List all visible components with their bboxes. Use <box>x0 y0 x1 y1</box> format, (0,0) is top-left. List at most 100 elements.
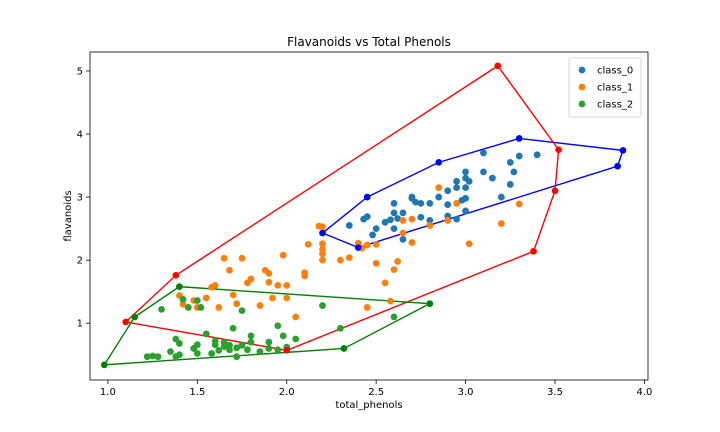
point-class-0 <box>480 150 487 157</box>
point-class-0 <box>462 208 469 215</box>
chart-title: Flavanoids vs Total Phenols <box>287 35 451 49</box>
point-class-1 <box>265 279 272 286</box>
point-class-2 <box>391 314 398 321</box>
legend-marker-class-2 <box>579 101 586 108</box>
x-axis-label: total_phenols <box>335 400 402 411</box>
hull-vertex-class-1 <box>555 147 561 153</box>
point-class-1 <box>426 222 433 229</box>
point-class-1 <box>394 258 401 265</box>
point-class-1 <box>215 304 222 311</box>
point-class-2 <box>244 346 251 353</box>
legend-marker-class-0 <box>579 67 586 74</box>
legend: class_0class_1class_2 <box>569 58 641 117</box>
point-class-1 <box>466 240 473 247</box>
hull-vertex-class-1 <box>173 272 179 278</box>
point-class-1 <box>498 220 505 227</box>
point-class-0 <box>498 194 505 201</box>
point-class-2 <box>194 350 201 357</box>
point-class-0 <box>391 225 398 232</box>
point-class-2 <box>167 348 174 355</box>
point-class-1 <box>257 302 264 309</box>
point-class-2 <box>248 332 255 339</box>
point-class-0 <box>510 168 517 175</box>
point-class-1 <box>435 184 442 191</box>
point-class-0 <box>444 201 451 208</box>
y-tick-label: 2 <box>77 256 83 267</box>
point-class-1 <box>265 270 272 277</box>
point-class-2 <box>280 332 287 339</box>
hull-vertex-class-2 <box>132 314 138 320</box>
point-class-1 <box>364 304 371 311</box>
point-class-1 <box>248 276 255 283</box>
point-class-0 <box>462 195 469 202</box>
point-class-2 <box>248 339 255 346</box>
hull-vertex-class-0 <box>620 147 626 153</box>
point-class-1 <box>400 230 407 237</box>
legend-label-class-2: class_2 <box>597 100 633 111</box>
point-class-2 <box>319 302 326 309</box>
point-class-0 <box>400 209 407 216</box>
point-class-0 <box>426 200 433 207</box>
point-class-2 <box>239 307 246 314</box>
point-class-2 <box>158 306 165 313</box>
point-class-2 <box>197 304 204 311</box>
point-class-0 <box>346 222 353 229</box>
legend-marker-class-1 <box>579 84 586 91</box>
point-class-0 <box>412 199 419 206</box>
point-class-0 <box>369 232 376 239</box>
x-tick-label: 3.0 <box>458 387 474 398</box>
point-class-0 <box>453 178 460 185</box>
x-tick-label: 1.0 <box>100 387 116 398</box>
hull-vertex-class-1 <box>530 248 536 254</box>
point-class-1 <box>319 257 326 264</box>
point-class-0 <box>391 209 398 216</box>
point-class-0 <box>400 236 407 243</box>
point-class-1 <box>274 282 281 289</box>
point-class-0 <box>534 151 541 158</box>
point-class-1 <box>400 217 407 224</box>
point-class-2 <box>144 353 151 360</box>
point-class-0 <box>480 168 487 175</box>
point-class-1 <box>387 298 394 305</box>
point-class-2 <box>155 353 162 360</box>
point-class-1 <box>391 266 398 273</box>
point-class-1 <box>203 295 210 302</box>
point-class-1 <box>444 217 451 224</box>
point-class-2 <box>265 345 272 352</box>
point-class-1 <box>453 200 460 207</box>
point-class-0 <box>462 184 469 191</box>
point-class-2 <box>257 348 264 355</box>
point-class-2 <box>208 350 215 357</box>
point-class-1 <box>283 282 290 289</box>
point-class-2 <box>212 337 219 344</box>
hull-vertex-class-2 <box>427 300 433 306</box>
point-class-0 <box>417 214 424 221</box>
point-class-1 <box>269 295 276 302</box>
y-tick-label: 5 <box>77 66 83 77</box>
point-class-1 <box>292 314 299 321</box>
point-class-1 <box>373 260 380 267</box>
point-class-1 <box>316 223 323 230</box>
point-class-2 <box>239 342 246 349</box>
point-class-0 <box>516 153 523 160</box>
legend-label-class-0: class_0 <box>597 66 633 77</box>
point-class-1 <box>280 252 287 259</box>
x-tick-label: 1.5 <box>189 387 205 398</box>
point-class-2 <box>194 341 201 348</box>
point-class-0 <box>466 178 473 185</box>
x-tick-label: 4.0 <box>636 387 652 398</box>
point-class-2 <box>274 346 281 353</box>
point-class-1 <box>212 282 219 289</box>
point-class-1 <box>301 269 308 276</box>
point-class-0 <box>387 216 394 223</box>
point-class-1 <box>409 216 416 223</box>
hull-vertex-class-0 <box>516 135 522 141</box>
point-class-1 <box>230 291 237 298</box>
point-class-0 <box>364 213 371 220</box>
point-class-0 <box>373 225 380 232</box>
hull-vertex-class-0 <box>364 194 370 200</box>
hull-vertex-class-1 <box>284 347 290 353</box>
point-class-0 <box>453 216 460 223</box>
x-tick-label: 2.0 <box>279 387 295 398</box>
